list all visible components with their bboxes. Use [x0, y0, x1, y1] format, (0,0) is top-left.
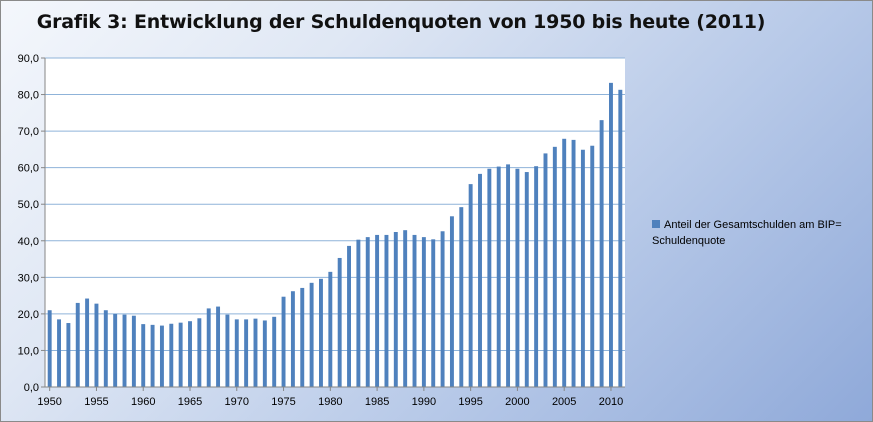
x-tick-label: 1990	[412, 396, 436, 408]
bar	[47, 310, 52, 387]
bar	[599, 120, 604, 387]
bar	[337, 257, 342, 387]
chart-title: Grafik 3: Entwicklung der Schuldenquoten…	[36, 11, 766, 33]
bar	[534, 166, 539, 387]
bar	[515, 168, 520, 387]
bar	[496, 166, 501, 387]
bar	[618, 89, 623, 388]
bar	[113, 313, 118, 387]
bar	[188, 321, 192, 387]
bar	[580, 149, 585, 387]
bar	[131, 315, 136, 387]
y-tick-label: 90,0	[18, 53, 39, 65]
bar	[319, 278, 323, 387]
bar	[506, 164, 511, 387]
bar	[552, 146, 557, 387]
x-tick-label: 1960	[131, 396, 155, 408]
bar	[197, 318, 202, 387]
bar	[328, 271, 333, 387]
y-tick-label: 80,0	[18, 90, 39, 102]
bar	[272, 316, 277, 387]
bar	[309, 282, 314, 387]
y-tick-label: 30,0	[18, 272, 39, 284]
bar	[543, 153, 548, 387]
axes	[44, 58, 625, 388]
bar	[206, 308, 211, 387]
bar	[57, 319, 61, 387]
bar	[244, 319, 249, 387]
bar	[468, 184, 473, 387]
bar	[478, 173, 482, 387]
bar	[225, 314, 230, 387]
bar	[169, 323, 174, 387]
y-tick-labels: 0,0 10,0 20,0 30,0 40,0 50,0 60,0 70,0 80,0 90,0	[18, 53, 45, 394]
bar	[562, 138, 567, 387]
x-tick-label: 1965	[178, 396, 202, 408]
x-tick-labels: 1950 1955 1960 1965 1970 1975 1980 1985 1990 1995…	[37, 387, 623, 408]
bar	[300, 287, 305, 387]
y-tick-label: 20,0	[18, 309, 39, 321]
bar	[85, 298, 90, 387]
bar	[347, 245, 351, 387]
bar	[103, 310, 108, 387]
legend-swatch	[652, 220, 660, 228]
bar	[356, 239, 361, 387]
bar	[449, 216, 454, 387]
x-tick-label: 1950	[37, 396, 61, 408]
bar	[487, 168, 492, 387]
bar	[421, 237, 426, 387]
bar	[431, 239, 436, 387]
bar	[403, 230, 408, 387]
y-tick-label: 10,0	[18, 345, 39, 357]
bar	[365, 237, 370, 387]
x-tick-label: 1980	[318, 396, 342, 408]
bar	[253, 318, 258, 387]
y-tick-label: 60,0	[18, 163, 39, 175]
bar	[159, 325, 164, 387]
bar	[412, 234, 417, 387]
y-tick-label: 70,0	[18, 126, 39, 138]
bar	[384, 234, 389, 387]
legend-label: Anteil der Gesamtschulden am BIP= Schuld…	[652, 219, 842, 247]
bar	[440, 231, 445, 387]
bar	[75, 302, 80, 387]
bar	[122, 314, 127, 387]
bar	[234, 319, 239, 387]
y-tick-label: 40,0	[18, 236, 39, 248]
x-tick-label: 2005	[552, 396, 576, 408]
bar	[571, 139, 576, 387]
x-tick-label: 1985	[365, 396, 389, 408]
bar	[609, 82, 613, 388]
x-tick-label: 2010	[599, 396, 623, 408]
bar	[590, 145, 595, 387]
bar	[290, 291, 295, 387]
bar	[216, 306, 221, 387]
bar	[393, 232, 398, 387]
bar	[178, 322, 183, 387]
bars	[47, 82, 623, 388]
bar	[524, 172, 529, 387]
bar	[459, 207, 464, 387]
bar	[262, 320, 267, 387]
bar	[66, 323, 71, 387]
y-tick-label: 50,0	[18, 199, 39, 211]
x-tick-label: 2000	[505, 396, 529, 408]
bar	[150, 324, 155, 387]
x-tick-label: 1975	[271, 396, 295, 408]
bar	[141, 324, 146, 387]
y-tick-label: 0,0	[24, 382, 39, 394]
x-tick-label: 1995	[458, 396, 482, 408]
bar	[281, 296, 286, 387]
legend: Anteil der Gesamtschulden am BIP= Schuld…	[652, 217, 862, 249]
bar	[375, 234, 380, 387]
bar	[94, 303, 99, 387]
x-tick-label: 1955	[84, 396, 108, 408]
x-tick-label: 1970	[225, 396, 249, 408]
